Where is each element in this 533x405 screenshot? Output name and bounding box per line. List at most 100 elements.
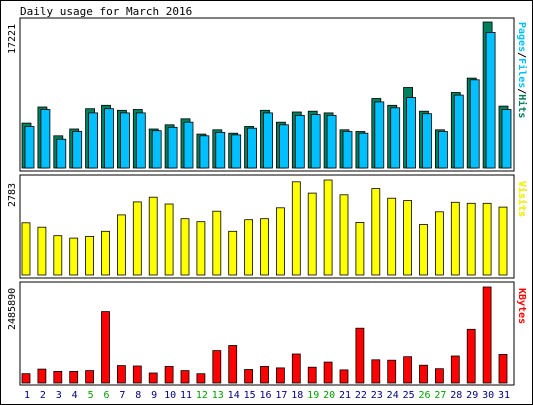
bar-files-day-29 [469, 79, 480, 169]
bar-kbytes-day-5 [85, 370, 94, 384]
bar-files-day-18 [294, 115, 305, 169]
bar-visits-day-8 [132, 201, 142, 276]
ylabel-visits: Visits [516, 181, 528, 217]
bar-visits-day-22 [355, 221, 365, 276]
ylabel-part-pages: Pages [516, 22, 527, 52]
bar-kbytes-day-12 [196, 373, 206, 384]
bar-visits-day-6 [101, 230, 110, 276]
x-tick-label-15: 15 [244, 390, 256, 401]
bar-visits-day-25 [403, 200, 413, 276]
bar-files-day-23 [374, 101, 385, 169]
bar-kbytes-day-22 [355, 327, 365, 384]
x-tick-label-3: 3 [56, 390, 62, 401]
bar-visits-day-15 [244, 219, 254, 276]
bar-kbytes-day-9 [148, 372, 158, 384]
bar-visits-day-27 [434, 211, 444, 276]
bar-files-day-24 [390, 107, 401, 169]
bar-files-day-11 [183, 121, 194, 169]
bar-files-day-2 [40, 109, 51, 169]
x-tick-label-18: 18 [291, 390, 303, 401]
bar-kbytes-day-29 [466, 328, 476, 384]
x-tick-label-6: 6 [103, 390, 109, 401]
bar-visits-day-9 [148, 196, 158, 276]
bar-visits-day-10 [164, 203, 174, 276]
bar-kbytes-day-23 [371, 359, 381, 384]
bar-visits-day-19 [307, 192, 317, 276]
bar-kbytes-day-25 [403, 356, 413, 384]
ylabel-kbytes: KBytes [516, 288, 527, 324]
bar-kbytes-day-6 [101, 311, 110, 384]
x-tick-label-23: 23 [371, 390, 383, 401]
max-label-hits-files: 17221 [7, 24, 18, 54]
bar-files-day-19 [310, 114, 321, 169]
bar-files-day-13 [215, 131, 226, 169]
x-tick-labels: 1 2 3 4 5 6 7 8 9 10 11 12 13 14 15 16 17 18 19 20 21 22 23 24 2… [24, 390, 510, 401]
bar-files-day-9 [151, 130, 162, 169]
x-tick-label-25: 25 [403, 390, 415, 401]
bar-visits-day-11 [180, 218, 190, 276]
x-tick-label-24: 24 [387, 390, 399, 401]
bar-kbytes-day-14 [228, 345, 238, 384]
bar-kbytes-day-15 [244, 369, 254, 384]
bar-files-day-6 [104, 108, 114, 169]
x-tick-label-2: 2 [40, 390, 46, 401]
x-tick-label-14: 14 [228, 390, 240, 401]
bar-visits-day-21 [339, 194, 349, 276]
bar-kbytes-day-4 [69, 370, 79, 384]
bar-kbytes-day-30 [482, 286, 492, 384]
chart-title: Daily usage for March 2016 [20, 5, 192, 18]
bar-kbytes-day-19 [307, 366, 317, 384]
bar-kbytes-day-28 [450, 355, 460, 384]
x-tick-label-22: 22 [355, 390, 367, 401]
bar-visits-day-17 [275, 207, 285, 276]
bar-kbytes-day-26 [419, 364, 428, 384]
bar-visits-day-3 [53, 235, 63, 276]
bar-files-day-4 [72, 131, 83, 169]
bar-files-day-8 [135, 112, 146, 169]
ylabel-hits-files: Pages/Files/Hits [516, 22, 528, 118]
x-tick-label-16: 16 [259, 390, 271, 401]
bar-kbytes-day-8 [132, 365, 142, 384]
x-tick-label-9: 9 [151, 390, 157, 401]
x-tick-label-8: 8 [135, 390, 141, 401]
x-tick-label-26: 26 [418, 390, 430, 401]
bar-files-day-26 [422, 113, 432, 169]
bar-files-day-15 [247, 127, 258, 169]
bar-visits-day-29 [466, 202, 476, 276]
bar-kbytes-day-2 [37, 368, 47, 384]
ylabel-part-sep2: / [516, 88, 527, 94]
bar-files-day-12 [199, 135, 210, 169]
x-tick-label-1: 1 [24, 390, 30, 401]
bar-visits-day-14 [228, 230, 238, 276]
bar-kbytes-day-31 [498, 353, 508, 384]
x-tick-label-27: 27 [434, 390, 446, 401]
x-tick-label-13: 13 [212, 390, 224, 401]
bar-visits-day-23 [371, 188, 381, 276]
x-tick-label-21: 21 [339, 390, 351, 401]
bar-kbytes-day-13 [212, 350, 222, 384]
bar-kbytes-day-17 [275, 367, 285, 384]
x-tick-label-31: 31 [498, 390, 510, 401]
bar-visits-day-2 [37, 226, 47, 276]
bar-files-day-20 [326, 115, 337, 169]
bar-files-day-16 [263, 112, 273, 169]
bar-files-day-7 [120, 112, 130, 169]
bar-kbytes-day-3 [53, 370, 63, 384]
bar-kbytes-day-1 [21, 373, 31, 384]
x-tick-label-4: 4 [72, 390, 78, 401]
x-tick-label-7: 7 [119, 390, 125, 401]
bar-visits-day-18 [291, 181, 301, 276]
x-tick-label-12: 12 [196, 390, 208, 401]
bar-kbytes-day-20 [323, 361, 333, 384]
bar-files-day-27 [437, 131, 448, 169]
x-tick-label-5: 5 [88, 390, 94, 401]
bar-visits-day-24 [387, 197, 397, 276]
bar-visits-day-4 [69, 237, 79, 276]
bar-visits-day-26 [419, 224, 428, 276]
bar-kbytes-day-21 [339, 369, 349, 384]
bar-visits-day-30 [482, 202, 492, 276]
bar-files-day-21 [342, 131, 353, 169]
bar-visits-day-31 [498, 206, 508, 276]
ylabel-part-hits: Hits [516, 94, 528, 118]
bar-files-day-31 [501, 109, 512, 169]
